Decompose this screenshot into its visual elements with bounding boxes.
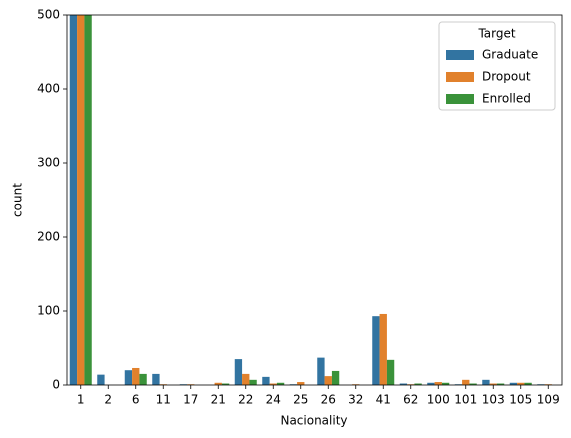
bar: [489, 383, 497, 385]
x-tick-label: 22: [238, 393, 253, 407]
legend-label: Enrolled: [482, 92, 531, 106]
bar: [386, 359, 395, 385]
legend-title: Target: [477, 27, 515, 41]
x-tick-label: 100: [427, 393, 450, 407]
bar: [496, 383, 505, 385]
x-tick-label: 6: [132, 393, 140, 407]
bar: [331, 370, 340, 385]
bar: [276, 382, 285, 385]
x-tick-label: 25: [293, 393, 308, 407]
legend-label: Graduate: [482, 48, 538, 62]
legend-swatch: [446, 72, 474, 82]
bar: [317, 357, 325, 385]
x-tick-label: 24: [266, 393, 281, 407]
x-tick-label: 101: [454, 393, 477, 407]
legend-box: [438, 21, 556, 111]
x-axis-label: Nacionality: [280, 414, 347, 428]
y-tick-label: 500: [37, 8, 60, 22]
y-tick-label: 100: [37, 304, 60, 318]
bar: [414, 383, 422, 385]
bar: [462, 379, 470, 385]
bar: [69, 15, 78, 385]
bar: [517, 382, 525, 385]
bar: [214, 382, 222, 385]
bar: [509, 382, 518, 385]
bar: [124, 370, 133, 385]
x-tick-label: 32: [348, 393, 363, 407]
bar: [262, 376, 270, 385]
bar: [249, 379, 257, 385]
bar: [234, 359, 243, 385]
bar: [84, 15, 92, 385]
y-tick-label: 0: [52, 378, 60, 392]
x-tick-label: 109: [537, 393, 560, 407]
y-tick-label: 400: [37, 82, 60, 96]
y-axis-label: count: [11, 183, 25, 217]
y-tick-label: 300: [37, 156, 60, 170]
bar: [372, 316, 380, 385]
bar: [97, 374, 105, 385]
bar: [441, 382, 450, 385]
x-tick-label: 62: [403, 393, 418, 407]
bar: [469, 383, 477, 385]
legend-swatch: [446, 50, 474, 60]
bar: [427, 382, 435, 385]
axes-frame: [66, 14, 563, 386]
x-tick-label: 11: [156, 393, 171, 407]
plot-area: [69, 15, 552, 385]
x-tick-label: 21: [211, 393, 226, 407]
x-tick-label: 17: [183, 393, 198, 407]
x-tick-label: 1: [77, 393, 85, 407]
x-tick-label: 41: [376, 393, 391, 407]
x-tick-label: 26: [321, 393, 336, 407]
bar: [524, 382, 532, 385]
bar: [297, 382, 305, 385]
bar: [434, 382, 442, 385]
bar: [132, 367, 140, 385]
bar: [242, 373, 250, 385]
bar: [324, 376, 332, 385]
bar: [269, 383, 277, 385]
bar: [379, 313, 387, 385]
y-tick-label: 200: [37, 230, 60, 244]
bar: [152, 373, 160, 385]
bar: [221, 383, 230, 385]
x-tick-label: 2: [104, 393, 112, 407]
x-tick-label: 105: [509, 393, 532, 407]
bar: [482, 379, 490, 385]
bar: [77, 15, 85, 385]
bar: [139, 373, 147, 385]
bar: [399, 383, 408, 385]
x-tick-label: 103: [482, 393, 505, 407]
legend-swatch: [446, 94, 474, 104]
legend-label: Dropout: [482, 70, 531, 84]
